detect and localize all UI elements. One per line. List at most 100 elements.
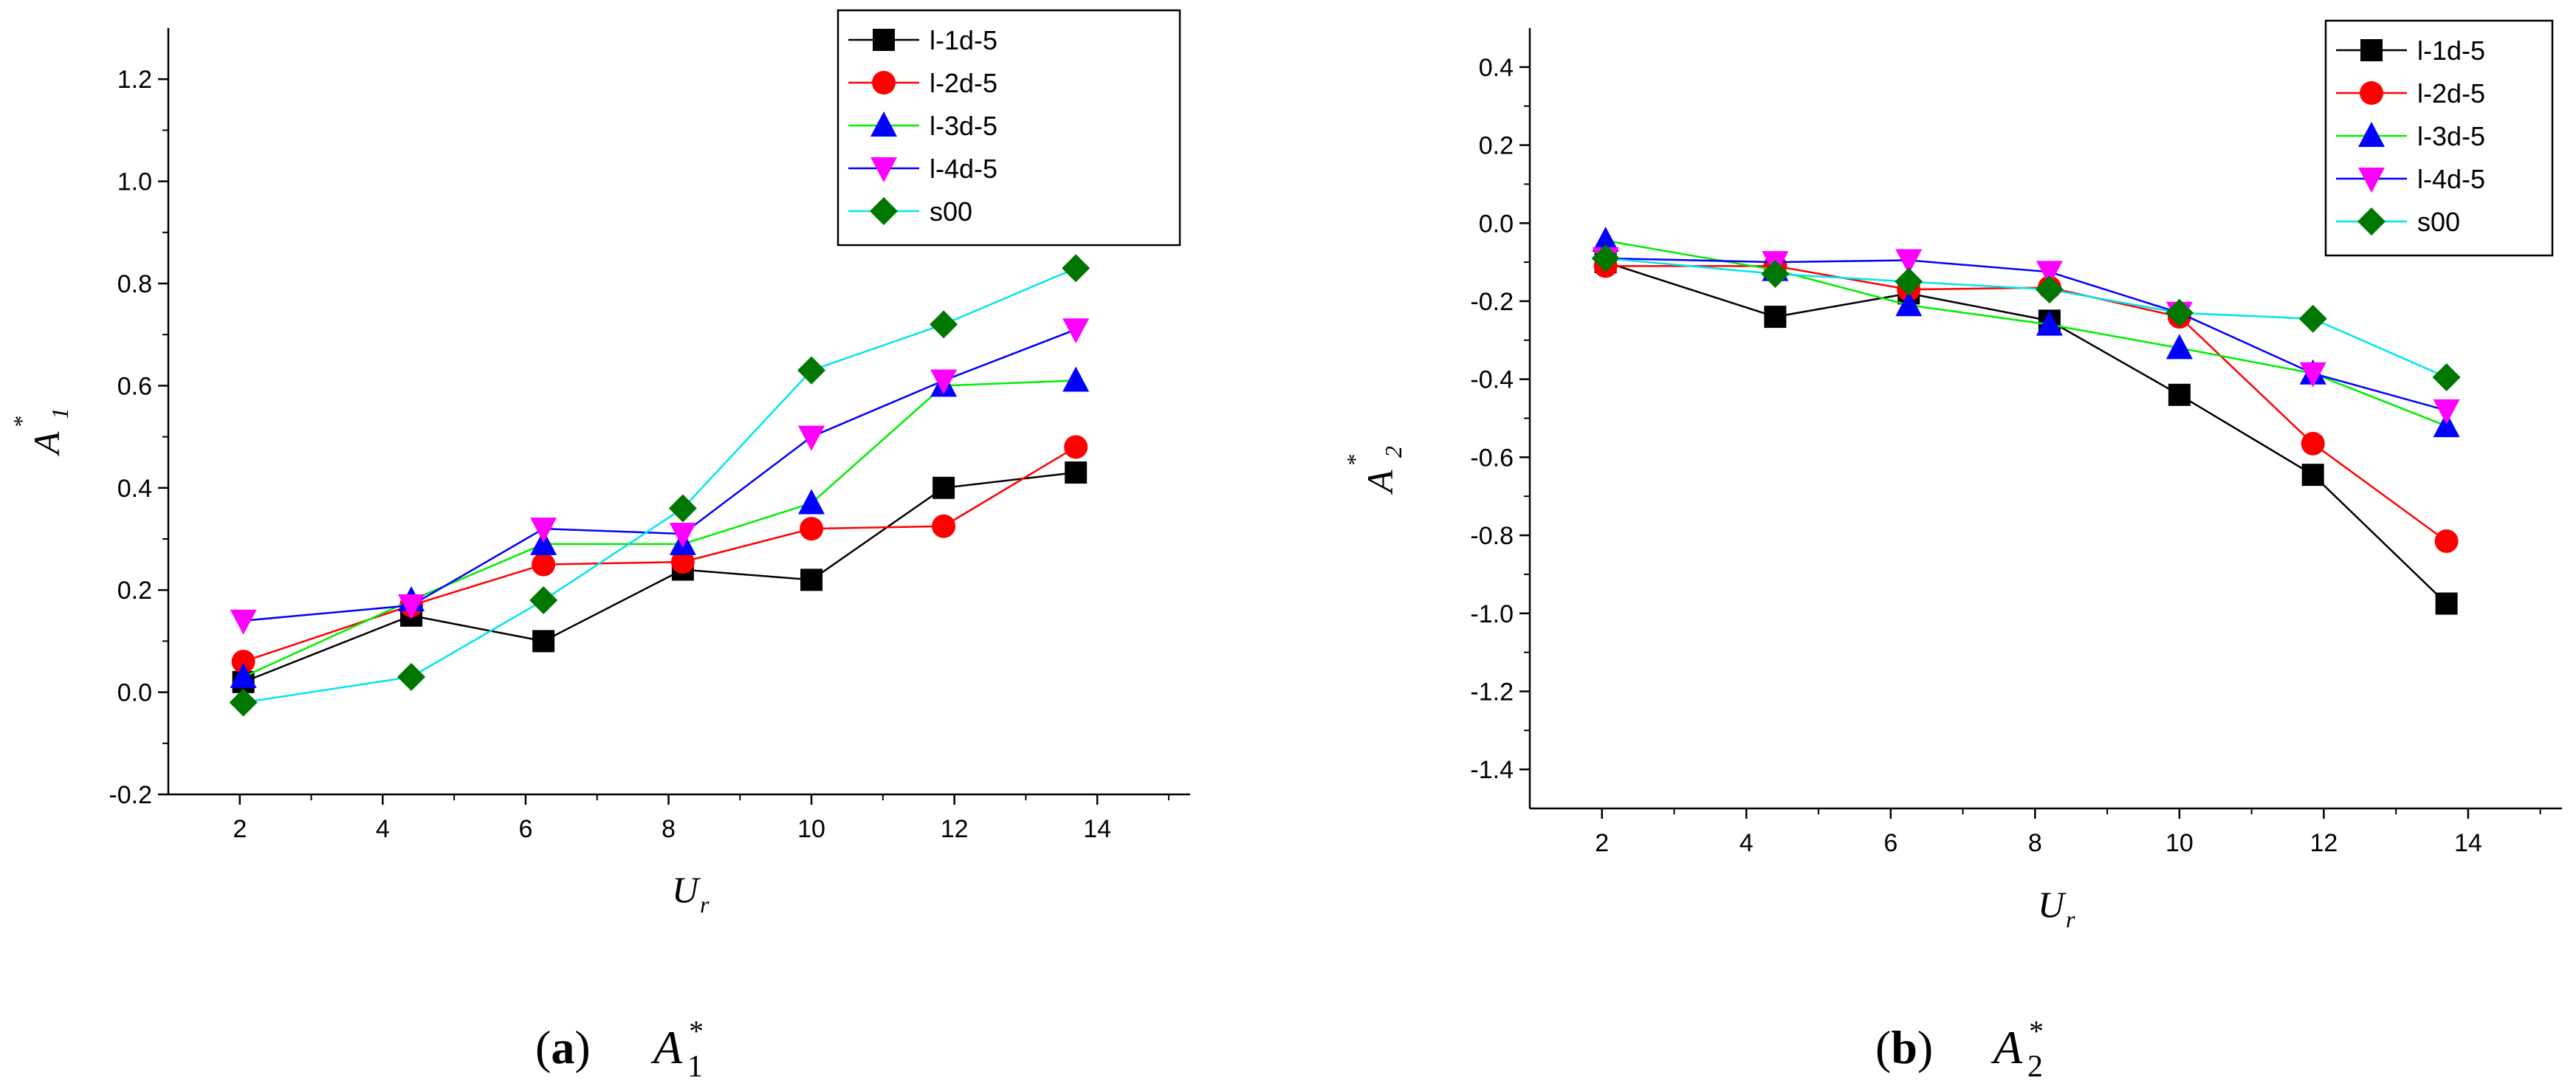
data-point	[2035, 275, 2064, 304]
legend: l-1d-5 l-2d-5 l-3d-5 l-4d-5 s00	[837, 9, 1181, 247]
series-l-2d-5	[1593, 254, 2459, 553]
data-point	[1064, 435, 1088, 459]
data-point	[2301, 431, 2325, 456]
data-point	[2432, 363, 2461, 392]
y-tick-label: 0.0	[117, 679, 152, 707]
legend-label: l-2d-5	[930, 68, 997, 98]
data-point	[932, 476, 955, 499]
x-axis-title-sub: r	[700, 891, 710, 918]
series-l-3d-5	[230, 366, 1090, 688]
y-tick-label: -0.2	[1470, 288, 1514, 316]
y-tick-label: 0.4	[1479, 54, 1514, 82]
caption-label: (b)	[1875, 1021, 1933, 1073]
y-axis-title-sub: 2	[1380, 446, 1407, 458]
legend-marker	[2358, 168, 2385, 193]
legend-label: l-4d-5	[2417, 164, 2485, 194]
series-line	[1605, 239, 2448, 427]
data-point	[1062, 254, 1090, 283]
y-axis-title-sup: *	[8, 416, 35, 428]
data-point	[1895, 249, 1923, 275]
y-tick-label: -1.4	[1470, 756, 1514, 784]
data-point	[668, 494, 697, 523]
data-point	[669, 523, 696, 549]
x-tick-label: 8	[662, 815, 676, 843]
legend-marker	[2358, 122, 2385, 147]
x-tick-label: 8	[2028, 829, 2042, 857]
data-point	[230, 662, 257, 688]
series-line	[1605, 265, 2448, 542]
data-point	[1895, 267, 1923, 296]
data-point	[798, 489, 825, 515]
y-axis-title: A * 2	[1342, 446, 1407, 495]
legend-box	[837, 9, 1181, 247]
series-l-4d-5	[230, 318, 1090, 635]
series-l-1d-5	[232, 461, 1088, 693]
x-tick-label: 10	[797, 815, 825, 843]
data-point	[798, 425, 825, 451]
data-point	[2433, 412, 2460, 438]
x-tick-label: 12	[941, 815, 969, 843]
chart-panel-b: -1.4 -1.2 -1.0 -0.8 -0.6 -0.4 -0.2 0.0 0.2 0.4 2 4 6…	[1342, 19, 2562, 1084]
data-point	[2036, 310, 2063, 336]
legend-label: s00	[930, 196, 972, 227]
data-point	[1062, 318, 1090, 344]
x-axis-title-sub: r	[2066, 906, 2075, 932]
data-point	[2435, 592, 2458, 615]
data-point	[398, 594, 425, 619]
data-point	[930, 369, 958, 395]
legend-marker	[870, 197, 898, 225]
y-tick-label: -1.0	[1470, 600, 1514, 628]
legend-marker	[870, 157, 897, 182]
panel-caption: (b) A *2	[1875, 1014, 2044, 1084]
legend-label: l-1d-5	[2417, 35, 2485, 66]
legend-marker	[2360, 39, 2383, 61]
x-axis-title-main: U	[672, 869, 701, 910]
x-tick-label: 6	[518, 815, 532, 843]
caption-sub: 1	[687, 1050, 703, 1084]
y-axis-title-sub: 1	[47, 408, 73, 419]
data-point	[2165, 334, 2193, 360]
y-tick-label: -0.2	[109, 781, 152, 809]
data-point	[1062, 366, 1090, 392]
x-tick-label: 12	[2309, 829, 2338, 857]
x-tick-label: 14	[1083, 815, 1111, 843]
x-tick-label: 4	[376, 815, 390, 843]
data-point	[397, 662, 426, 691]
y-ticks: -1.4 -1.2 -1.0 -0.8 -0.6 -0.4 -0.2 0.0 0.2 0.4	[1470, 54, 1530, 784]
data-point	[932, 514, 956, 538]
data-point	[2165, 298, 2194, 327]
data-point	[230, 609, 257, 635]
data-point	[800, 568, 823, 591]
series-l-4d-5	[1592, 247, 2460, 425]
y-tick-label: 0.4	[117, 475, 152, 503]
panel-caption: (a) A *1	[535, 1014, 704, 1084]
data-point	[1591, 244, 1620, 272]
series-l-3d-5	[1592, 227, 2460, 438]
data-point	[2434, 529, 2459, 553]
x-tick-label: 6	[1883, 829, 1897, 857]
data-point	[1895, 291, 1923, 317]
series-l-2d-5	[231, 435, 1088, 674]
data-point	[2036, 261, 2063, 286]
data-point	[529, 586, 558, 615]
data-point	[797, 356, 826, 385]
series-line	[1605, 257, 2447, 412]
data-point	[532, 552, 556, 577]
y-tick-label: 0.0	[1479, 210, 1514, 238]
legend-label: l-1d-5	[930, 25, 997, 55]
series-s00	[229, 254, 1090, 717]
y-axis-title: A * 1	[8, 408, 73, 456]
y-axis-title-sup: *	[1342, 455, 1368, 467]
y-axis-title-main: A	[1359, 470, 1401, 495]
caption-sup: *	[2029, 1014, 2044, 1048]
legend-label: s00	[2417, 207, 2460, 237]
data-point	[2168, 383, 2191, 406]
legend-marker	[872, 71, 896, 95]
y-tick-label: -0.8	[1470, 522, 1514, 550]
x-ticks: 2 4 6 8 10 12 14	[1595, 808, 2541, 857]
data-point	[1592, 227, 1619, 253]
y-tick-label: -1.2	[1470, 678, 1514, 706]
data-point	[231, 650, 255, 674]
legend-marker	[2360, 81, 2383, 105]
y-tick-label: 1.0	[117, 168, 152, 196]
